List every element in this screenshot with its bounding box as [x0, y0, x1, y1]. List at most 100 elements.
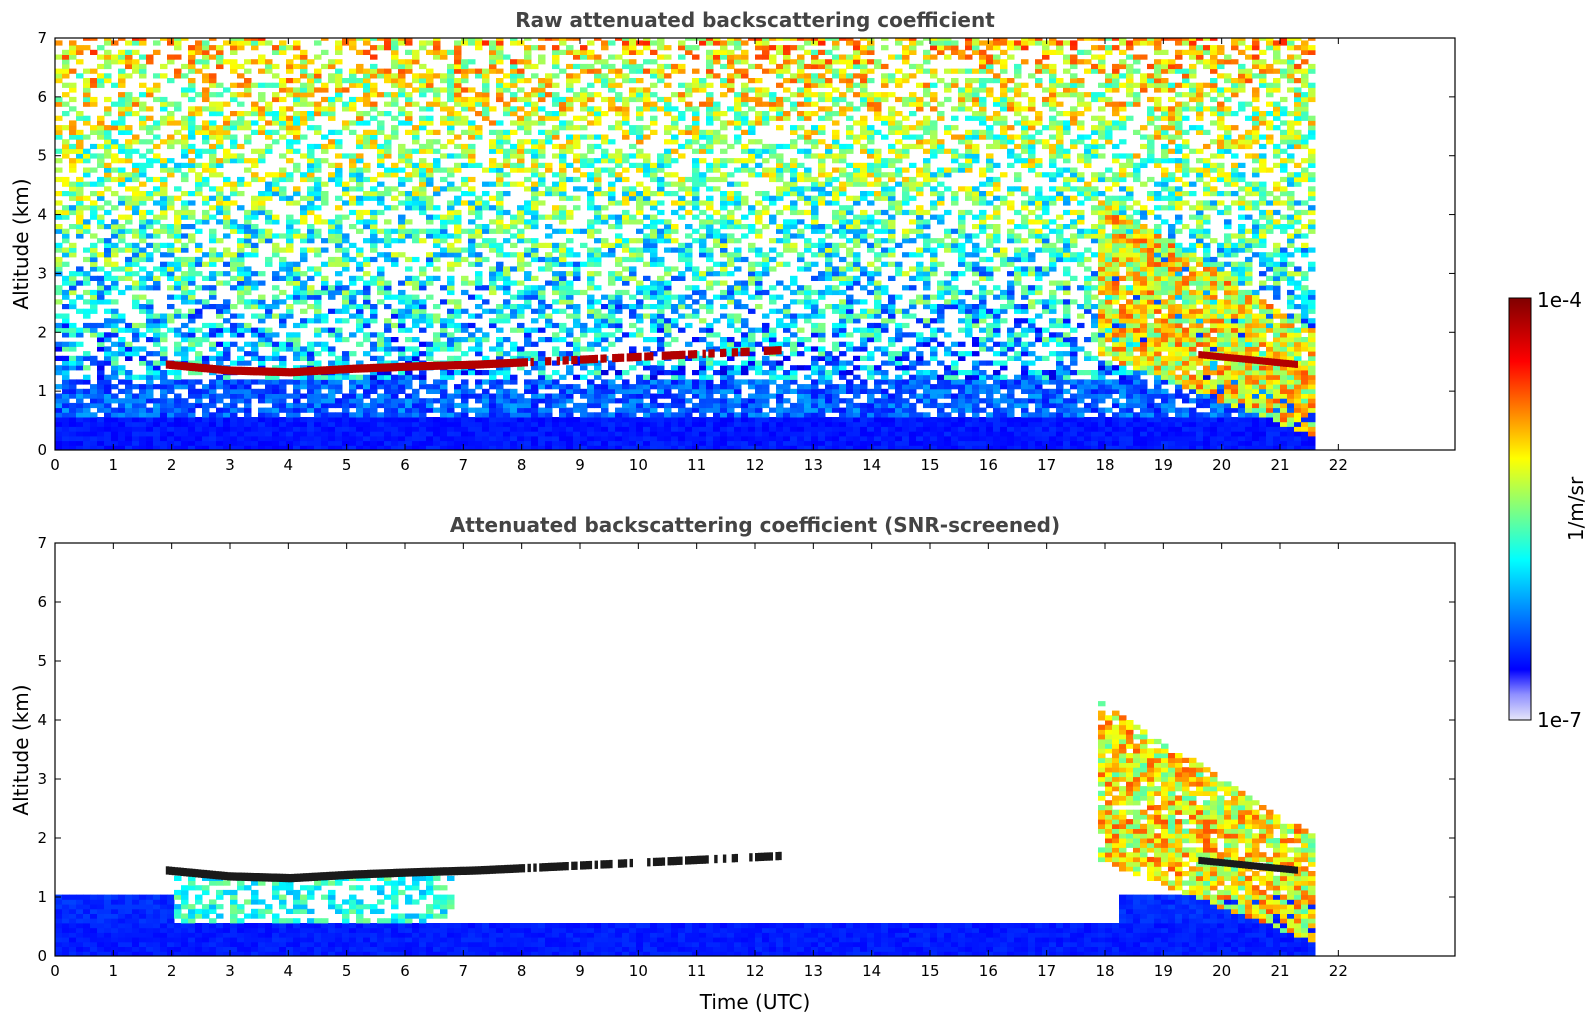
- heatmap-cell: [405, 228, 413, 234]
- heatmap-cell: [286, 435, 294, 442]
- heatmap-cell: [69, 205, 77, 211]
- heatmap-cell: [111, 332, 119, 338]
- heatmap-cell: [517, 280, 525, 286]
- heatmap-cell: [321, 63, 329, 70]
- heatmap-cell: [153, 370, 161, 376]
- heatmap-cell: [160, 205, 168, 211]
- heatmap-cell: [293, 266, 301, 272]
- heatmap-cell: [349, 167, 357, 173]
- heatmap-cell: [580, 435, 588, 442]
- heatmap-cell: [699, 417, 707, 423]
- heatmap-cell: [83, 181, 91, 187]
- heatmap-cell: [706, 435, 714, 442]
- heatmap-cell: [419, 195, 427, 201]
- heatmap-cell: [412, 440, 420, 446]
- heatmap-cell: [454, 445, 462, 450]
- heatmap-cell: [566, 125, 574, 131]
- heatmap-cell: [356, 412, 364, 418]
- heatmap-cell: [426, 417, 434, 423]
- heatmap-cell: [230, 68, 238, 74]
- heatmap-cell: [76, 365, 84, 371]
- heatmap-cell: [454, 247, 462, 253]
- heatmap-cell: [510, 402, 518, 409]
- heatmap-cell: [181, 294, 189, 300]
- heatmap-cell: [265, 219, 273, 225]
- heatmap-cell: [615, 176, 623, 183]
- heatmap-cell: [104, 445, 112, 450]
- heatmap-cell: [132, 242, 140, 248]
- heatmap-cell: [314, 388, 322, 394]
- heatmap-cell: [475, 228, 483, 234]
- heatmap-cell: [97, 299, 105, 305]
- heatmap-cell: [146, 299, 154, 305]
- heatmap-cell: [566, 412, 574, 418]
- heatmap-cell: [405, 205, 413, 211]
- heatmap-cell: [419, 402, 427, 409]
- heatmap-cell: [251, 304, 259, 310]
- heatmap-cell: [111, 153, 119, 159]
- heatmap-cell: [251, 341, 259, 347]
- heatmap-cell: [146, 398, 154, 404]
- heatmap-cell: [307, 153, 315, 159]
- heatmap-cell: [433, 256, 441, 263]
- heatmap-cell: [328, 379, 336, 385]
- heatmap-cell: [685, 379, 693, 385]
- heatmap-cell: [62, 289, 70, 296]
- heatmap-cell: [398, 38, 406, 41]
- heatmap-cell: [146, 370, 154, 376]
- heatmap-cell: [503, 162, 511, 168]
- heatmap-cell: [503, 435, 511, 442]
- heatmap-cell: [468, 445, 476, 450]
- heatmap-cell: [692, 228, 700, 234]
- heatmap-cell: [307, 294, 315, 300]
- heatmap-cell: [615, 148, 623, 154]
- heatmap-cell: [188, 445, 196, 450]
- heatmap-cell: [643, 374, 651, 380]
- heatmap-cell: [650, 205, 658, 211]
- heatmap-cell: [482, 299, 490, 305]
- heatmap-cell: [118, 379, 126, 385]
- heatmap-cell: [524, 176, 532, 183]
- heatmap-cell: [160, 63, 168, 70]
- heatmap-cell: [447, 431, 455, 437]
- heatmap-cell: [174, 308, 182, 314]
- heatmap-cell: [111, 327, 119, 333]
- heatmap-cell: [153, 365, 161, 371]
- heatmap-cell: [468, 280, 476, 286]
- heatmap-cell: [104, 412, 112, 418]
- heatmap-cell: [104, 351, 112, 357]
- heatmap-cell: [139, 346, 147, 352]
- heatmap-cell: [314, 313, 322, 319]
- heatmap-cell: [412, 129, 420, 135]
- heatmap-cell: [83, 45, 91, 51]
- heatmap-cell: [370, 304, 378, 310]
- heatmap-cell: [244, 158, 252, 164]
- heatmap-cell: [608, 68, 616, 74]
- heatmap-cell: [440, 233, 448, 239]
- heatmap-cell: [174, 440, 182, 446]
- heatmap-cell: [90, 256, 98, 263]
- heatmap-cell: [55, 435, 63, 442]
- heatmap-cell: [426, 351, 434, 357]
- heatmap-cell: [300, 322, 308, 329]
- heatmap-cell: [426, 176, 434, 183]
- heatmap-cell: [426, 143, 434, 150]
- heatmap-cell: [510, 346, 518, 352]
- heatmap-cell: [370, 186, 378, 192]
- heatmap-cell: [167, 266, 175, 272]
- heatmap-cell: [377, 181, 385, 187]
- heatmap-cell: [454, 402, 462, 409]
- heatmap-cell: [363, 271, 371, 277]
- heatmap-cell: [699, 101, 707, 107]
- heatmap-cell: [97, 219, 105, 225]
- heatmap-cell: [258, 304, 266, 310]
- heatmap-cell: [636, 195, 644, 201]
- heatmap-cell: [377, 271, 385, 277]
- heatmap-cell: [69, 181, 77, 187]
- heatmap-cell: [97, 266, 105, 272]
- heatmap-cell: [349, 78, 357, 84]
- heatmap-cell: [622, 38, 630, 41]
- heatmap-cell: [244, 224, 252, 230]
- heatmap-cell: [531, 195, 539, 201]
- heatmap-cell: [363, 421, 371, 427]
